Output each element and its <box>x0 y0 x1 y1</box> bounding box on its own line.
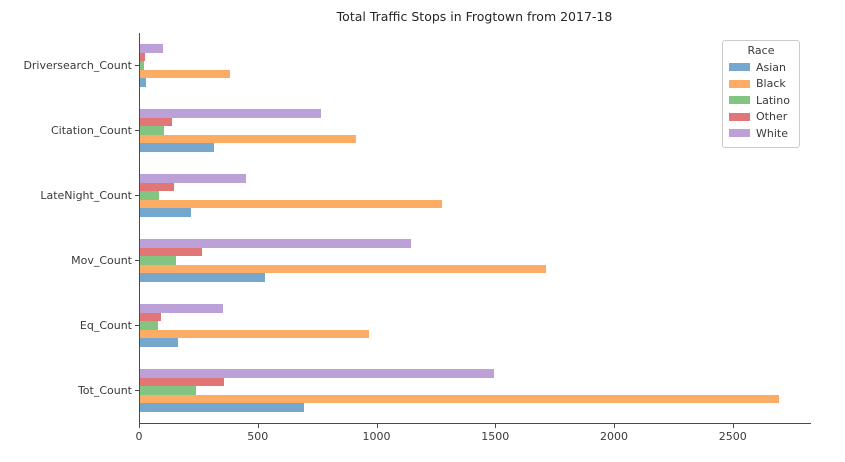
y-tick-mark <box>135 130 139 131</box>
x-tick-label: 1000 <box>362 430 391 443</box>
x-tick-label: 500 <box>247 430 269 443</box>
bar-other-tot_count <box>140 377 225 387</box>
bar-asian-driversearch_count <box>140 78 146 87</box>
legend-swatch-white <box>729 129 750 138</box>
bar-other-citation_count <box>140 117 173 127</box>
x-tick-label: 2500 <box>718 430 747 443</box>
bar-other-latenight_count <box>140 182 175 192</box>
y-axis-category-label: Tot_Count <box>77 383 132 397</box>
chart-title: Total Traffic Stops in Frogtown from 201… <box>336 9 613 24</box>
x-tick-mark <box>732 424 734 428</box>
bar-black-citation_count <box>140 134 357 144</box>
y-axis-category-label: Mov_Count <box>71 253 132 267</box>
bar-asian-tot_count <box>140 403 304 412</box>
bar-black-tot_count <box>140 394 779 404</box>
bar-asian-eq_count <box>140 338 178 347</box>
y-axis-category-label: LateNight_Count <box>40 188 132 202</box>
bar-latino-citation_count <box>140 126 164 135</box>
legend-label-asian: Asian <box>756 60 787 74</box>
y-tick-mark <box>135 325 139 326</box>
bar-black-latenight_count <box>140 199 442 209</box>
x-axis-spine <box>139 423 811 424</box>
y-axis-spine <box>139 33 140 424</box>
bar-white-driversearch_count <box>140 44 163 53</box>
y-tick-mark <box>135 195 139 196</box>
x-tick-mark <box>376 424 378 428</box>
bar-latino-eq_count <box>140 321 158 330</box>
bar-white-latenight_count <box>140 174 246 183</box>
legend-label-black: Black <box>756 77 786 91</box>
bar-latino-driversearch_count <box>140 61 145 70</box>
x-tick-mark <box>139 424 140 428</box>
legend-entry-other: Other <box>723 109 799 126</box>
legend-title: Race <box>747 44 775 57</box>
legend-entries: Asian Black Latino Other White <box>723 59 799 142</box>
bar-black-driversearch_count <box>140 69 231 79</box>
legend-entry-black: Black <box>723 76 799 93</box>
bar-black-mov_count <box>140 264 547 274</box>
bar-white-eq_count <box>140 304 224 313</box>
y-tick-mark <box>135 65 139 66</box>
bar-asian-latenight_count <box>140 208 192 217</box>
x-tick-label: 0 <box>135 430 143 443</box>
bar-asian-mov_count <box>140 273 265 282</box>
x-tick-label: 2000 <box>600 430 629 443</box>
bar-other-driversearch_count <box>140 52 145 62</box>
legend-label-other: Other <box>756 110 788 124</box>
bar-latino-mov_count <box>140 256 176 265</box>
bar-other-mov_count <box>140 247 202 257</box>
legend-label-latino: Latino <box>756 93 790 107</box>
bar-asian-citation_count <box>140 143 214 152</box>
bar-black-eq_count <box>140 329 370 339</box>
y-axis-category-label: Driversearch_Count <box>23 58 132 72</box>
y-axis-category-label: Eq_Count <box>79 318 132 332</box>
x-tick-mark <box>614 424 616 428</box>
legend-swatch-latino <box>729 96 750 105</box>
y-axis-category-label: Citation_Count <box>50 123 132 137</box>
bar-other-eq_count <box>140 312 162 322</box>
legend-swatch-other <box>729 112 750 121</box>
bar-white-tot_count <box>140 369 494 378</box>
plot-area: 0 500 1000 1500 2000 2500 <box>135 33 811 443</box>
y-tick-mark <box>135 260 139 261</box>
x-tick-mark <box>495 424 497 428</box>
bar-white-mov_count <box>140 239 411 248</box>
legend-label-white: White <box>756 126 788 140</box>
legend-swatch-black <box>729 79 750 88</box>
legend: Race Asian Black Latino Other White <box>722 40 800 148</box>
legend-entry-asian: Asian <box>723 59 799 76</box>
bar-white-citation_count <box>140 109 321 118</box>
legend-swatch-asian <box>729 63 750 72</box>
legend-entry-white: White <box>723 125 799 142</box>
bar-latino-latenight_count <box>140 191 159 200</box>
legend-entry-latino: Latino <box>723 92 799 109</box>
x-tick-label: 1500 <box>481 430 510 443</box>
x-tick-mark <box>257 424 259 428</box>
bar-latino-tot_count <box>140 386 196 395</box>
y-tick-mark <box>135 390 139 391</box>
